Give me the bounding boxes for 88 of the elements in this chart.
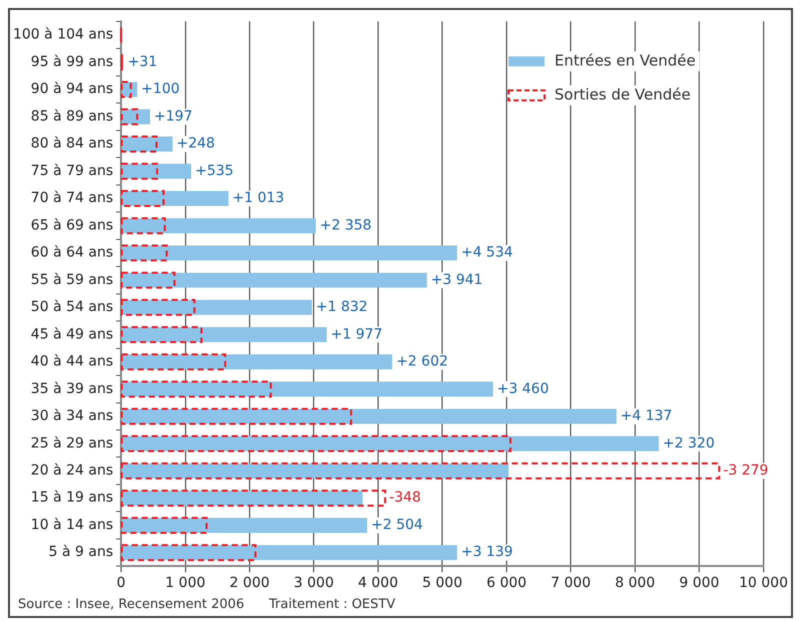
annotation: +197	[154, 108, 192, 124]
annotation: +31	[128, 54, 158, 70]
bar	[122, 109, 150, 124]
y-tick-label: 40 à 44 ans	[30, 354, 114, 370]
y-tick-label: 45 à 49 ans	[30, 326, 114, 342]
y-tick-label: 90 à 94 ans	[30, 81, 114, 98]
y-tick-label: 55 à 59 ans	[30, 272, 114, 288]
annotation: +2 602	[396, 354, 448, 370]
y-tick-label: 5 à 9 ans	[48, 544, 114, 560]
y-tick-label: 15 à 19 ans	[30, 490, 114, 506]
bar	[120, 408, 352, 425]
x-tick-label: 10 000	[739, 575, 788, 592]
x-tick-label: 9 000	[679, 575, 720, 592]
bar	[122, 518, 368, 533]
annotation: +2 504	[371, 516, 424, 533]
x-tick-label: 0	[116, 575, 126, 592]
bar	[120, 544, 256, 562]
y-tick-label: 35 à 39 ans	[30, 380, 114, 397]
annotation: +1 013	[232, 190, 284, 206]
x-tick-label: 2 000	[230, 575, 270, 592]
bar	[122, 545, 458, 560]
bar	[122, 164, 192, 179]
y-tick-label: 70 à 74 ans	[30, 190, 114, 206]
y-tick-label: 75 à 79 ans	[30, 162, 114, 179]
bar	[120, 244, 168, 262]
y-tick-label: 85 à 89 ans	[30, 108, 114, 124]
annotation: +4 534	[461, 244, 513, 261]
bar	[122, 218, 316, 234]
bar	[122, 382, 494, 397]
annotation: +2 358	[320, 217, 372, 234]
annotation: +100	[141, 81, 180, 98]
x-tick-label: 1 000	[165, 575, 206, 592]
annotation: +248	[176, 136, 215, 152]
bar	[120, 217, 166, 234]
bar	[120, 380, 272, 398]
x-tick-label: 6 000	[486, 575, 527, 592]
y-tick-label: 50 à 54 ans	[30, 299, 114, 316]
y-tick-label: 100 à 104 ans	[12, 26, 114, 43]
bar	[122, 408, 616, 424]
bar	[122, 190, 228, 206]
y-tick-label: 30 à 34 ans	[30, 408, 114, 424]
bar	[122, 354, 392, 370]
y-tick-label: 95 à 99 ans	[30, 54, 114, 70]
y-tick-label: 60 à 64 ans	[30, 244, 114, 261]
x-tick-label: 5 000	[422, 575, 462, 592]
y-tick-label: 65 à 69 ans	[30, 217, 114, 234]
bar	[120, 190, 165, 207]
y-tick-label: 25 à 29 ans	[30, 435, 114, 452]
bar	[120, 298, 196, 316]
bar	[120, 135, 158, 152]
bar	[122, 327, 327, 342]
annotation: +3 139	[461, 544, 513, 560]
annotation: +1 977	[330, 326, 382, 342]
x-tick-label: 7 000	[550, 575, 591, 592]
x-tick-label: 3 000	[294, 575, 334, 592]
bar	[120, 272, 176, 289]
bar	[120, 81, 132, 98]
bar	[120, 435, 512, 452]
legend-label: Entrées en Vendée	[554, 51, 696, 70]
bar	[122, 436, 659, 452]
x-tick-label: 4 000	[358, 575, 398, 592]
x-tick-label: 8 000	[614, 575, 656, 592]
y-tick-label: 80 à 84 ans	[30, 136, 114, 152]
bar	[120, 490, 386, 507]
bar	[120, 162, 158, 180]
bar	[122, 463, 508, 478]
bar	[120, 516, 208, 534]
y-tick-label: 20 à 24 ans	[30, 462, 114, 478]
bar	[122, 300, 312, 315]
annotation: +4 137	[620, 408, 672, 424]
annotation: +3 941	[430, 272, 483, 288]
source-note: Source : Insee, Recensement 2006 Traitement : OESTV	[17, 596, 396, 614]
annotation: +535	[195, 162, 234, 179]
bar	[120, 353, 226, 370]
bar	[122, 490, 363, 506]
bar	[120, 326, 202, 344]
bar	[120, 462, 720, 480]
bar	[120, 108, 138, 126]
annotation: -348	[389, 490, 421, 506]
y-tick-label: 10 à 14 ans	[30, 516, 114, 533]
annotation: -3 279	[723, 462, 768, 478]
bar	[122, 272, 427, 288]
annotation: +2 320	[662, 435, 715, 452]
annotation: +1 832	[316, 299, 368, 316]
legend-label: Sorties de Vendée	[554, 85, 691, 104]
bar	[122, 136, 173, 152]
bar	[122, 245, 458, 260]
annotation: +3 460	[497, 380, 549, 397]
